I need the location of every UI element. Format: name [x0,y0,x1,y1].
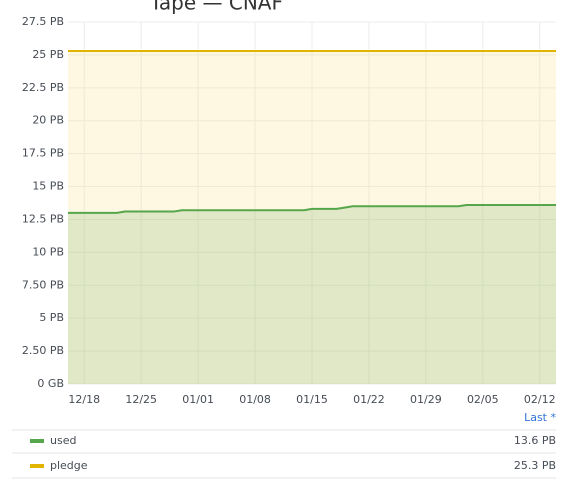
x-tick-label: 01/29 [410,393,442,406]
y-tick-label: 7.50 PB [22,278,64,291]
legend-label: pledge [50,459,88,472]
y-tick-label: 2.50 PB [22,344,64,357]
x-tick-label: 01/08 [239,393,271,406]
x-tick-label: 01/22 [353,393,385,406]
x-tick-label: 01/01 [182,393,214,406]
series-line [68,203,556,214]
legend-label: used [50,434,76,447]
x-tick-label: 02/12 [524,393,556,406]
legend-header: Last * [524,411,556,424]
x-tick-label: 12/18 [68,393,100,406]
y-tick-label: 27.5 PB [22,15,64,28]
y-tick-label: 10 PB [32,245,64,258]
x-tick-label: 12/25 [125,393,157,406]
series-area [68,50,556,385]
chart-title: Tape — CNAF [149,0,283,15]
series-area [68,204,556,384]
y-tick-label: 25 PB [32,48,64,61]
y-tick-label: 5 PB [39,311,64,324]
x-tick-label: 02/05 [467,393,499,406]
legend-value: 25.3 PB [514,459,556,472]
legend-value: 13.6 PB [514,434,556,447]
y-tick-label: 15 PB [32,180,64,193]
y-tick-label: 22.5 PB [22,81,64,94]
x-tick-label: 01/15 [296,393,328,406]
y-tick-label: 0 GB [37,377,64,390]
y-tick-label: 12.5 PB [22,212,64,225]
y-tick-label: 20 PB [32,114,64,127]
y-tick-label: 17.5 PB [22,147,64,160]
